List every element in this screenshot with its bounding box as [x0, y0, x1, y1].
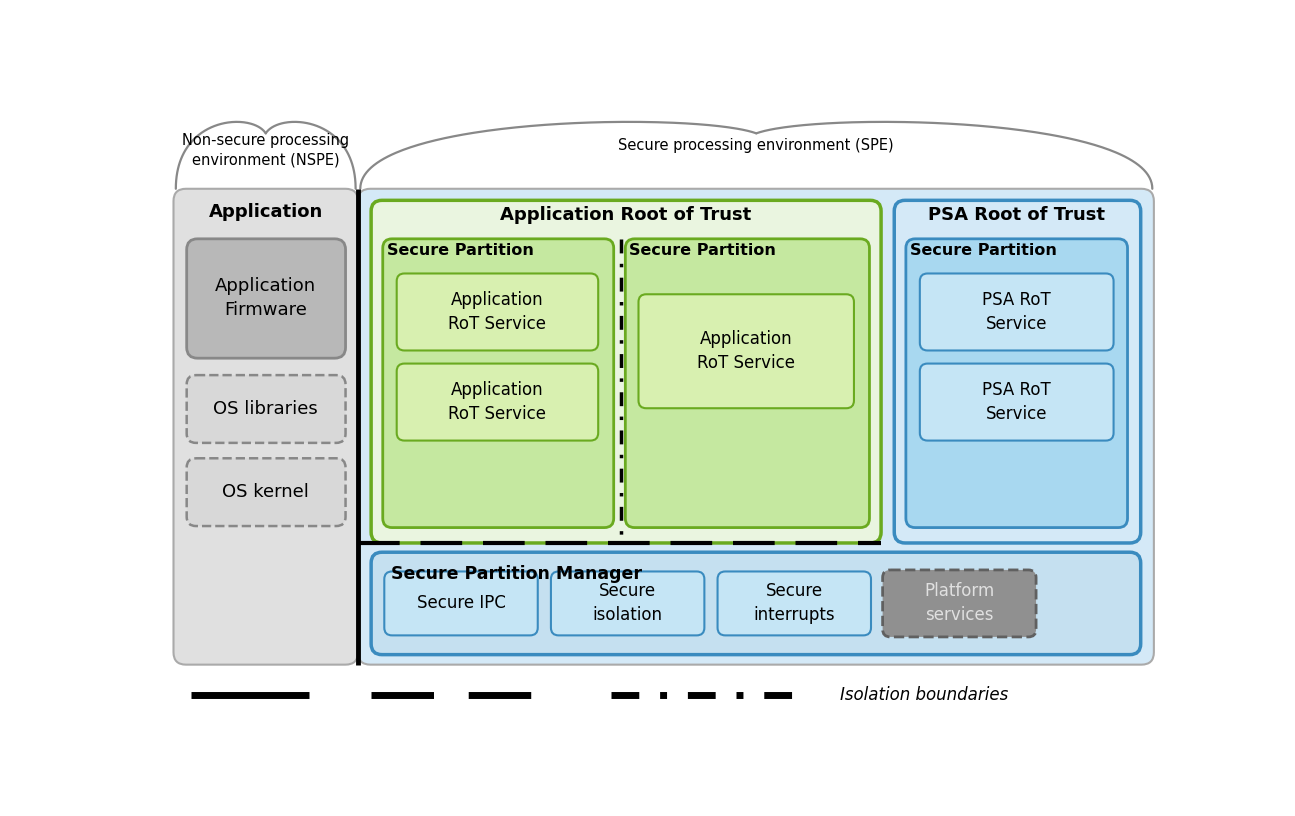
Text: PSA Root of Trust: PSA Root of Trust: [929, 206, 1105, 224]
Text: Application
RoT Service: Application RoT Service: [697, 330, 795, 372]
Text: Application
RoT Service: Application RoT Service: [448, 381, 546, 423]
Text: Non-secure processing
environment (NSPE): Non-secure processing environment (NSPE): [183, 133, 350, 167]
Text: Secure
isolation: Secure isolation: [593, 583, 663, 624]
Text: Secure Partition: Secure Partition: [629, 242, 776, 258]
Text: Application
Firmware: Application Firmware: [215, 277, 316, 319]
Text: Secure Partition: Secure Partition: [910, 242, 1057, 258]
FancyBboxPatch shape: [550, 571, 704, 636]
Text: PSA RoT
Service: PSA RoT Service: [983, 381, 1052, 423]
Text: Secure Partition: Secure Partition: [387, 242, 534, 258]
FancyBboxPatch shape: [895, 201, 1141, 543]
FancyBboxPatch shape: [919, 364, 1114, 441]
FancyBboxPatch shape: [906, 239, 1128, 528]
Text: OS kernel: OS kernel: [223, 483, 310, 501]
Text: Application
RoT Service: Application RoT Service: [448, 291, 546, 333]
FancyBboxPatch shape: [186, 459, 346, 526]
Text: Secure processing environment (SPE): Secure processing environment (SPE): [619, 138, 894, 153]
Text: Isolation boundaries: Isolation boundaries: [840, 685, 1009, 703]
FancyBboxPatch shape: [385, 571, 537, 636]
FancyBboxPatch shape: [372, 201, 881, 543]
Text: PSA RoT
Service: PSA RoT Service: [983, 291, 1052, 333]
FancyBboxPatch shape: [186, 239, 346, 358]
FancyBboxPatch shape: [883, 570, 1036, 637]
Text: Secure IPC: Secure IPC: [417, 594, 505, 612]
FancyBboxPatch shape: [919, 273, 1114, 351]
FancyBboxPatch shape: [372, 552, 1141, 654]
FancyBboxPatch shape: [625, 239, 869, 528]
Text: Secure
interrupts: Secure interrupts: [754, 583, 835, 624]
FancyBboxPatch shape: [396, 273, 598, 351]
FancyBboxPatch shape: [174, 188, 357, 665]
Text: Application Root of Trust: Application Root of Trust: [500, 206, 751, 224]
FancyBboxPatch shape: [383, 239, 614, 528]
Text: OS libraries: OS libraries: [214, 400, 319, 418]
FancyBboxPatch shape: [396, 364, 598, 441]
FancyBboxPatch shape: [717, 571, 872, 636]
Text: Platform
services: Platform services: [925, 583, 995, 624]
FancyBboxPatch shape: [357, 188, 1154, 665]
FancyBboxPatch shape: [186, 375, 346, 443]
Text: Application: Application: [208, 203, 322, 221]
Text: Secure Partition Manager: Secure Partition Manager: [391, 565, 642, 583]
FancyBboxPatch shape: [638, 295, 853, 408]
